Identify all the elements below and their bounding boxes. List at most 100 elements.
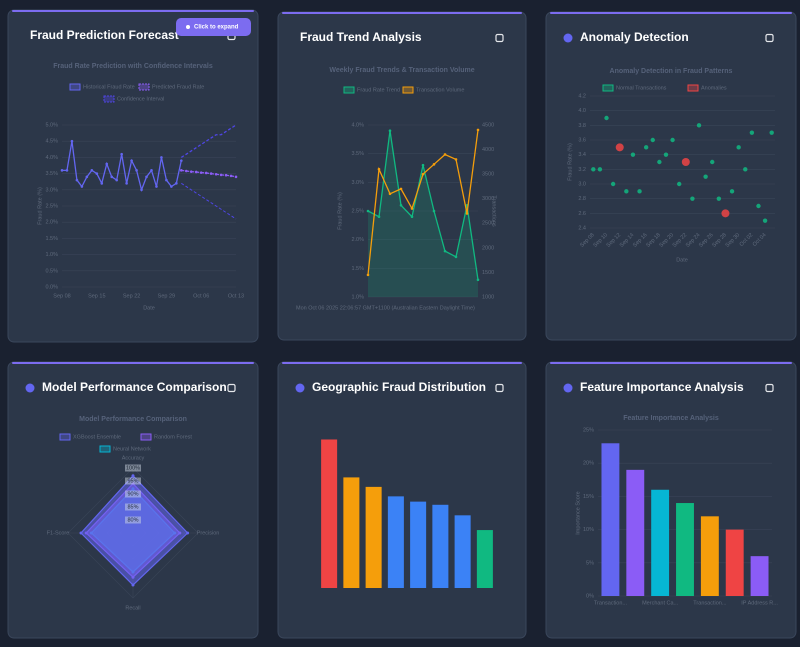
y-tick-label: 0.5% bbox=[45, 268, 58, 274]
tick-label-bg bbox=[125, 490, 141, 498]
card-title: Fraud Prediction Forecast bbox=[30, 28, 179, 42]
point bbox=[681, 158, 690, 166]
point bbox=[443, 153, 447, 156]
point bbox=[465, 212, 469, 215]
legend-swatch bbox=[602, 84, 614, 92]
y-tick-label: 3.5% bbox=[351, 151, 364, 157]
point bbox=[591, 167, 596, 172]
card-action[interactable] bbox=[227, 383, 236, 393]
card-action[interactable] bbox=[765, 383, 774, 393]
bar bbox=[343, 477, 360, 588]
point bbox=[377, 167, 381, 171]
legend-label: Random Forest bbox=[154, 434, 192, 440]
point bbox=[421, 163, 425, 167]
point bbox=[209, 172, 213, 175]
bar bbox=[410, 501, 427, 588]
r-tick-label: 85% bbox=[127, 504, 138, 510]
y-axis-title: Fraud Rate (%) bbox=[567, 143, 573, 181]
card-icon bbox=[295, 383, 305, 393]
point bbox=[399, 203, 403, 207]
card-action[interactable] bbox=[765, 33, 774, 43]
bar bbox=[601, 443, 620, 596]
point bbox=[140, 188, 143, 192]
tick-label-bg bbox=[125, 464, 141, 472]
card-action[interactable] bbox=[495, 33, 504, 43]
y-tick-label: 1.5% bbox=[45, 236, 58, 242]
point bbox=[736, 145, 741, 150]
y-axis-title: Fraud Rate (%) bbox=[37, 187, 43, 225]
bar bbox=[651, 489, 670, 596]
card-action[interactable] bbox=[495, 383, 504, 393]
point bbox=[160, 156, 163, 159]
y-tick-label: 0.0% bbox=[45, 284, 58, 290]
y-tick-label: 3.6 bbox=[578, 137, 586, 143]
bar bbox=[725, 529, 744, 596]
point bbox=[234, 175, 238, 179]
point bbox=[743, 167, 748, 172]
r-tick-label: 95% bbox=[127, 478, 138, 484]
legend-swatch bbox=[103, 95, 115, 103]
point bbox=[366, 273, 370, 277]
y-tick-label: 3.0% bbox=[45, 187, 58, 193]
point bbox=[60, 169, 64, 172]
legend-label: Neural Network bbox=[113, 446, 151, 452]
expand-button[interactable] bbox=[176, 18, 251, 36]
y-tick-label: 15% bbox=[583, 494, 594, 500]
point bbox=[421, 172, 425, 176]
legend-label: Normal Transactions bbox=[616, 85, 667, 91]
point bbox=[100, 182, 104, 185]
point bbox=[710, 159, 715, 165]
point bbox=[70, 139, 74, 143]
bar bbox=[626, 469, 645, 596]
card-title: Model Performance Comparison bbox=[42, 380, 227, 394]
radar-point bbox=[186, 531, 190, 535]
point bbox=[165, 178, 168, 182]
bar bbox=[365, 486, 382, 588]
point bbox=[676, 181, 682, 187]
point bbox=[756, 203, 761, 209]
point bbox=[443, 249, 447, 253]
radar-point bbox=[79, 531, 83, 535]
point bbox=[180, 169, 183, 172]
x-tick-label: Sep 22 bbox=[123, 293, 140, 299]
y-tick-label: 4.0 bbox=[578, 108, 586, 114]
y2-tick-label: 1000 bbox=[482, 294, 494, 300]
point bbox=[180, 159, 183, 162]
expand-button-label[interactable]: Click to expand bbox=[194, 25, 239, 31]
y2-tick-label: 1500 bbox=[482, 270, 494, 276]
point bbox=[454, 158, 458, 161]
y-tick-label: 3.0 bbox=[578, 181, 586, 187]
point bbox=[95, 172, 99, 175]
y-tick-label: 3.8 bbox=[578, 123, 586, 129]
legend-label: Transaction Volume bbox=[416, 87, 464, 93]
card-accent bbox=[550, 362, 792, 364]
point bbox=[170, 185, 173, 188]
y2-tick-label: 2500 bbox=[482, 221, 494, 227]
point bbox=[175, 182, 178, 185]
expand-icon bbox=[186, 25, 190, 29]
point bbox=[650, 137, 655, 143]
y2-axis-title: Transactions bbox=[491, 195, 497, 227]
bar bbox=[321, 439, 338, 588]
axis-label: Recall bbox=[125, 605, 140, 611]
point bbox=[155, 185, 158, 188]
point bbox=[729, 189, 735, 194]
point bbox=[670, 137, 675, 143]
point bbox=[366, 209, 370, 213]
point bbox=[399, 187, 403, 191]
legend-swatch bbox=[140, 433, 152, 441]
x-tick-label: Sep 29 bbox=[158, 293, 175, 299]
point bbox=[85, 175, 89, 179]
y-tick-label: 5% bbox=[586, 560, 594, 566]
point bbox=[696, 123, 702, 128]
legend-label: Anomalies bbox=[701, 85, 727, 91]
y-tick-label: 2.0% bbox=[45, 220, 58, 226]
y2-tick-label: 3500 bbox=[482, 172, 494, 178]
y-tick-label: 3.4 bbox=[578, 152, 586, 158]
y-tick-label: 10% bbox=[583, 527, 594, 533]
x-tick-label: Oct 06 bbox=[193, 293, 209, 299]
x-axis-title: Date bbox=[143, 305, 155, 311]
point bbox=[377, 215, 381, 219]
point bbox=[110, 175, 114, 179]
y2-tick-label: 4500 bbox=[482, 122, 494, 128]
